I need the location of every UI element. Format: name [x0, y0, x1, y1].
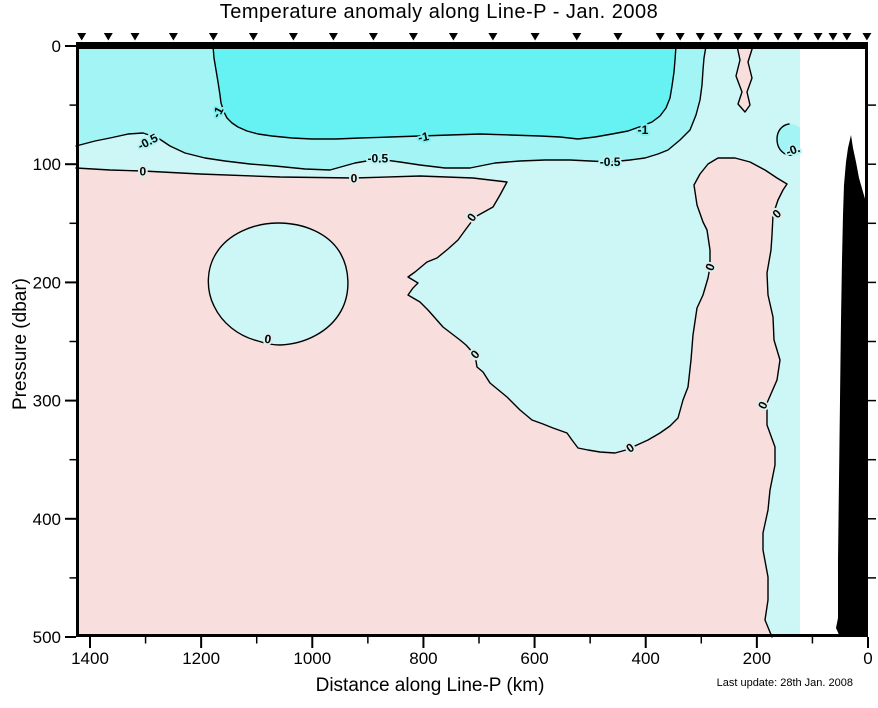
contour-line-0-finger: [735, 45, 754, 113]
fill-cool-eddy: [208, 223, 348, 345]
contour-label: 0: [351, 171, 358, 185]
station-marker-triangle-icon: [733, 33, 743, 41]
contour-line-neg05: [75, 45, 707, 171]
fill-coldest-core: [213, 46, 676, 139]
contour-line-neg1: [212, 45, 677, 140]
x-tick-label: 1200: [182, 649, 220, 668]
station-marker-triangle-icon: [288, 33, 298, 41]
x-tick-label: 1000: [293, 649, 331, 668]
station-marker-triangle-icon: [695, 33, 705, 41]
fill-cool-anomaly: [76, 46, 800, 637]
station-marker-triangle-icon: [408, 33, 418, 41]
station-marker-triangle-icon: [208, 33, 218, 41]
station-marker-triangle-icon: [613, 33, 623, 41]
fill-cold-band: [76, 46, 706, 170]
contour-line-0: [75, 157, 788, 638]
station-marker-triangle-icon: [713, 33, 723, 41]
contour-line-0-eddy: [207, 222, 349, 346]
station-marker-triangle-icon: [753, 33, 763, 41]
station-marker-triangle-icon: [655, 33, 665, 41]
y-tick-label: 500: [33, 628, 61, 647]
y-tick-label: 100: [33, 155, 61, 174]
y-tick-label: 0: [52, 37, 61, 56]
station-marker-triangle-icon: [130, 33, 140, 41]
contour-label: -0.5: [368, 151, 389, 165]
x-axis-title: Distance along Line-P (km): [315, 675, 545, 696]
fill-warm-finger: [736, 46, 753, 112]
station-marker-triangle-icon: [77, 33, 87, 41]
axis-ticks: [65, 45, 876, 648]
station-marker-triangle-icon: [448, 33, 458, 41]
x-tick-label: 800: [409, 649, 437, 668]
contour-label: 0: [139, 164, 146, 178]
bathymetry-mask: [836, 135, 868, 637]
x-tick-label: 1400: [71, 649, 109, 668]
y-tick-label: 200: [33, 273, 61, 292]
station-marker-triangle-icon: [488, 33, 498, 41]
station-marker-triangle-icon: [773, 33, 783, 41]
station-marker-triangle-icon: [813, 33, 823, 41]
station-marker-triangle-icon: [328, 33, 338, 41]
station-marker-triangle-icon: [168, 33, 178, 41]
station-marker-triangle-icon: [842, 33, 852, 41]
plot-frame: [76, 46, 868, 637]
y-axis-title: Pressure (dbar): [10, 278, 31, 410]
station-marker-triangle-icon: [793, 33, 803, 41]
x-tick-label: 200: [743, 649, 771, 668]
y-tick-label: 400: [33, 510, 61, 529]
axis-tick-labels: 1400 1200 1000 800 600 400 200 0 0 100 200 300 400 50…: [33, 37, 873, 668]
x-tick-label: 0: [863, 649, 872, 668]
y-tick-label: 300: [33, 392, 61, 411]
station-marker-triangle-icon: [103, 33, 113, 41]
station-marker-triangle-icon: [368, 33, 378, 41]
station-marker-triangle-icon: [530, 33, 540, 41]
fill-cold-lens: [777, 124, 800, 156]
station-marker-triangle-icon: [828, 33, 838, 41]
station-markers: [77, 33, 872, 41]
station-marker-triangle-icon: [248, 33, 258, 41]
contour-label: -0.5: [600, 155, 621, 169]
page-title: Temperature anomaly along Line-P - Jan. …: [219, 1, 659, 23]
last-update-note: Last update: 28th Jan. 2008: [716, 677, 853, 689]
station-marker-triangle-icon: [572, 33, 582, 41]
station-marker-triangle-icon: [862, 33, 872, 41]
x-tick-label: 400: [632, 649, 660, 668]
station-marker-triangle-icon: [675, 33, 685, 41]
x-tick-label: 600: [520, 649, 548, 668]
contour-label: -1: [638, 123, 649, 137]
contour-line-neg05-lens: [776, 123, 801, 156]
